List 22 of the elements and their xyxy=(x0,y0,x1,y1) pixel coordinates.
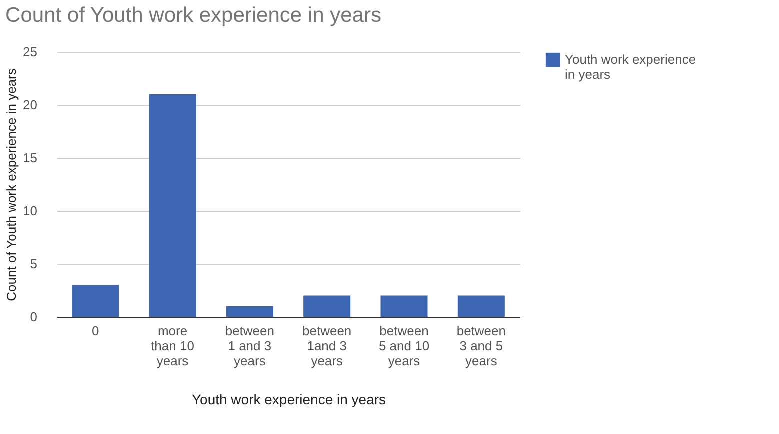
bar xyxy=(72,285,120,317)
chart-title: Count of Youth work experience in years xyxy=(6,4,382,27)
y-tick-label: 25 xyxy=(23,44,38,60)
y-tick-label: 10 xyxy=(23,204,38,218)
bar xyxy=(458,296,505,317)
y-tick-label: 20 xyxy=(23,98,38,112)
x-tick-label: between 3 and 5 years xyxy=(456,324,506,368)
y-tick-label: 0 xyxy=(30,310,38,324)
y-tick-label: 15 xyxy=(23,150,38,166)
y-axis-title: Count of Youth work experience in years xyxy=(4,68,20,302)
bar xyxy=(304,296,351,317)
x-axis-title: Youth work experience in years xyxy=(192,392,386,408)
bar xyxy=(149,94,196,317)
x-tick-label: between 5 and 10 years xyxy=(378,324,430,368)
x-tick-label: between 1 and 3 years xyxy=(225,324,274,368)
x-tick-label: more than 10 years xyxy=(151,324,194,368)
bar xyxy=(226,306,274,317)
x-tick-label: between 1and 3 years xyxy=(302,324,352,368)
x-tick-label: 0 xyxy=(92,324,100,338)
y-tick-label: 5 xyxy=(30,256,38,272)
bar xyxy=(380,296,428,317)
legend-label: Youth work experience in years xyxy=(565,52,696,82)
